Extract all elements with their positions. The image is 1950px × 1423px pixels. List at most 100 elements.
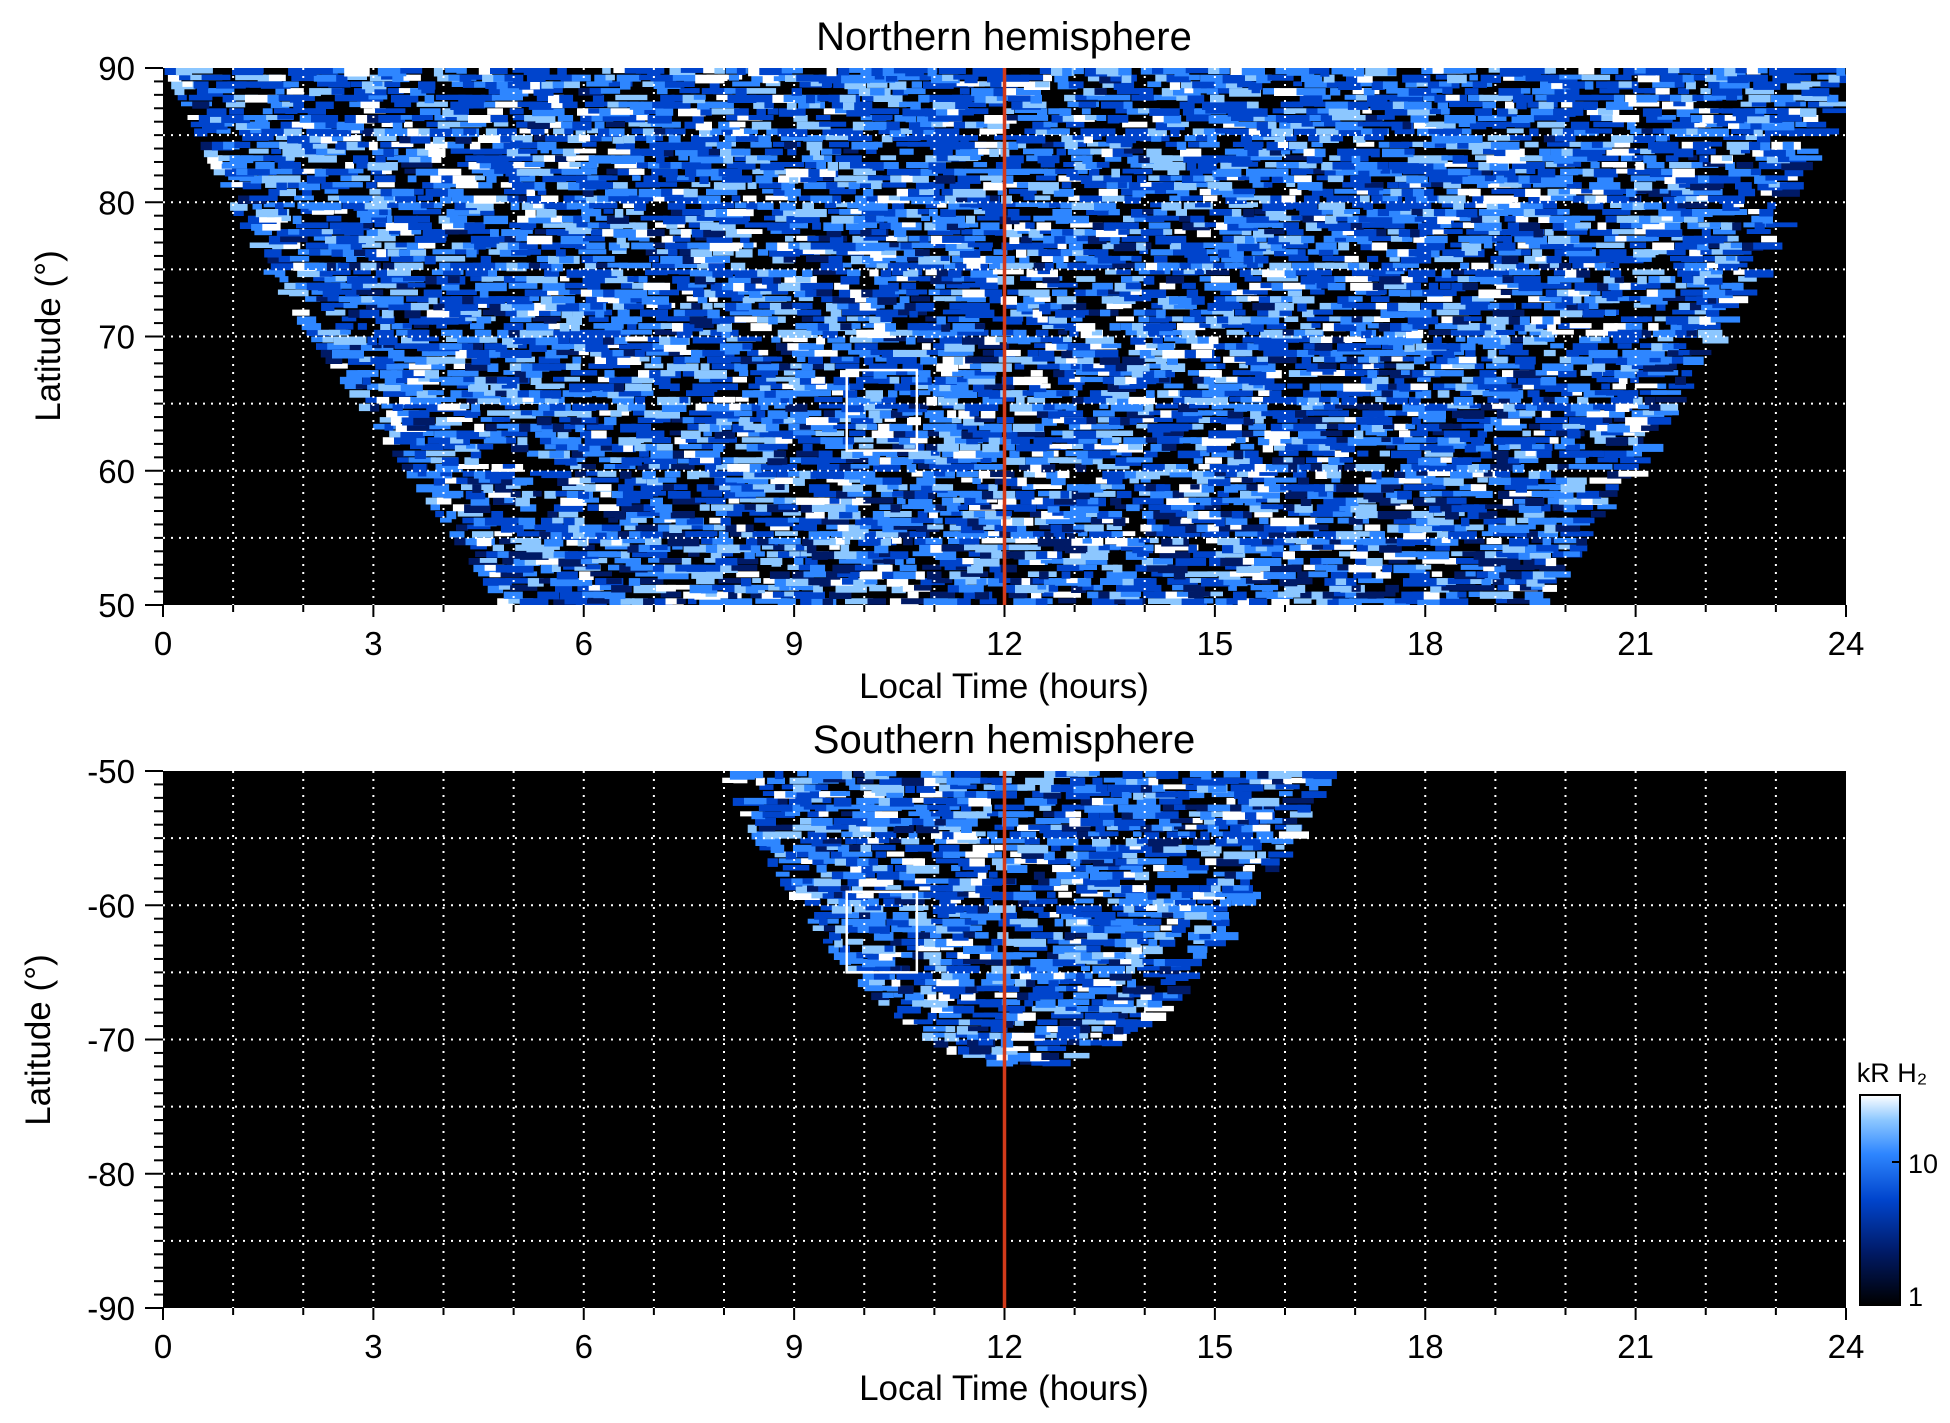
northern-emission-cell <box>839 417 857 423</box>
northern-emission-cell <box>416 484 450 493</box>
northern-emission-cell <box>721 242 742 249</box>
northern-emission-cell <box>811 504 829 512</box>
northern-emission-cell <box>586 470 603 476</box>
northern-emission-cell <box>957 504 969 510</box>
northern-emission-cell <box>1610 269 1622 278</box>
northern-emission-cell <box>1277 591 1305 598</box>
northern-emission-cell <box>1456 209 1469 218</box>
northern-emission-cell <box>657 182 678 187</box>
northern-emission-cell <box>1204 504 1221 510</box>
northern-emission-cell <box>655 410 680 419</box>
northern-emission-cell <box>371 215 387 223</box>
northern-emission-cell <box>1075 255 1093 262</box>
northern-emission-cell <box>1451 457 1472 465</box>
northern-emission-cell <box>873 370 887 379</box>
northern-emission-cell <box>974 464 1001 470</box>
northern-emission-cell <box>1709 175 1741 184</box>
northern-emission-cell <box>873 255 883 262</box>
northern-emission-cell <box>624 302 644 310</box>
northern-emission-cell <box>1201 309 1217 315</box>
northern-emission-cell <box>511 302 544 311</box>
northern-emission-cell <box>620 598 635 605</box>
northern-emission-cell <box>311 209 334 215</box>
northern-emission-cell <box>1507 457 1520 464</box>
northern-emission-cell <box>749 464 762 473</box>
northern-emission-cell <box>818 403 846 409</box>
northern-emission-cell <box>734 363 748 372</box>
northern-emission-cell <box>355 383 374 389</box>
northern-emission-cell <box>1460 262 1470 270</box>
northern-emission-cell <box>1417 376 1431 382</box>
northern-emission-cell <box>497 598 514 605</box>
northern-emission-cell <box>1095 477 1113 484</box>
northern-emission-cell <box>435 255 466 262</box>
northern-emission-cell <box>1505 517 1516 526</box>
northern-emission-cell <box>1593 356 1623 364</box>
northern-emission-cell <box>368 255 386 261</box>
northern-emission-cell <box>1232 417 1255 423</box>
northern-emission-cell <box>967 296 986 303</box>
northern-emission-cell <box>1417 551 1450 560</box>
northern-emission-cell <box>748 383 770 389</box>
northern-emission-cell <box>1061 349 1084 359</box>
northern-emission-cell <box>406 423 440 431</box>
northern-emission-cell <box>1170 175 1185 181</box>
northern-emission-cell <box>524 558 538 566</box>
northern-emission-cell <box>627 276 648 282</box>
northern-emission-cell <box>375 202 392 208</box>
northern-emission-cell <box>1427 517 1454 526</box>
northern-emission-cell <box>1071 584 1087 593</box>
northern-emission-cell <box>1461 517 1470 527</box>
northern-emission-cell <box>1604 309 1617 316</box>
northern-emission-cell <box>1603 276 1624 284</box>
northern-emission-cell <box>1732 222 1742 231</box>
northern-emission-cell <box>1037 537 1069 547</box>
northern-emission-cell <box>534 182 546 191</box>
northern-emission-cell <box>606 215 630 224</box>
northern-emission-cell <box>554 457 569 465</box>
northern-emission-cell <box>1386 396 1408 405</box>
northern-emission-cell <box>1673 343 1687 349</box>
northern-emission-cell <box>1386 443 1395 449</box>
northern-emission-cell <box>1664 222 1681 230</box>
northern-emission-cell <box>1513 323 1526 332</box>
northern-emission-cell <box>663 484 674 491</box>
northern-emission-cell <box>1606 390 1621 396</box>
northern-emission-cell <box>1105 443 1121 449</box>
northern-emission-cell <box>1689 249 1703 257</box>
northern-emission-cell <box>1179 437 1197 444</box>
northern-emission-cell <box>1376 477 1404 485</box>
northern-emission-cell <box>702 302 713 310</box>
northern-emission-cell <box>1371 470 1382 480</box>
northern-emission-cell <box>1010 215 1031 221</box>
northern-emission-cell <box>930 544 943 553</box>
northern-emission-cell <box>838 558 870 564</box>
northern-emission-cell <box>1710 269 1723 275</box>
northern-emission-cell <box>1581 497 1603 505</box>
northern-emission-cell <box>1372 376 1389 385</box>
northern-emission-cell <box>1161 443 1177 451</box>
northern-emission-cell <box>1528 564 1545 570</box>
northern-emission-cell <box>395 195 417 202</box>
northern-emission-cell <box>1052 209 1072 218</box>
northern-emission-cell <box>1633 396 1643 405</box>
northern-emission-cell <box>803 524 817 531</box>
northern-emission-cell <box>965 215 976 224</box>
northern-emission-cell <box>946 222 965 230</box>
northern-emission-cell <box>384 423 394 431</box>
northern-emission-cell <box>1701 229 1711 237</box>
northern-emission-cell <box>1263 524 1297 533</box>
northern-emission-cell <box>1121 450 1132 457</box>
northern-emission-cell <box>1268 309 1288 318</box>
northern-emission-cell <box>962 464 978 471</box>
northern-emission-cell <box>843 262 852 268</box>
northern-emission-cell <box>575 423 585 433</box>
northern-emission-cell <box>489 349 510 358</box>
northern-emission-cell <box>1399 336 1422 344</box>
northern-emission-cell <box>1173 396 1194 404</box>
northern-emission-cell <box>1693 188 1723 196</box>
northern-emission-cell <box>768 269 797 278</box>
northern-emission-cell <box>362 376 371 385</box>
northern-emission-cell <box>1007 209 1020 218</box>
northern-emission-cell <box>1549 484 1569 491</box>
